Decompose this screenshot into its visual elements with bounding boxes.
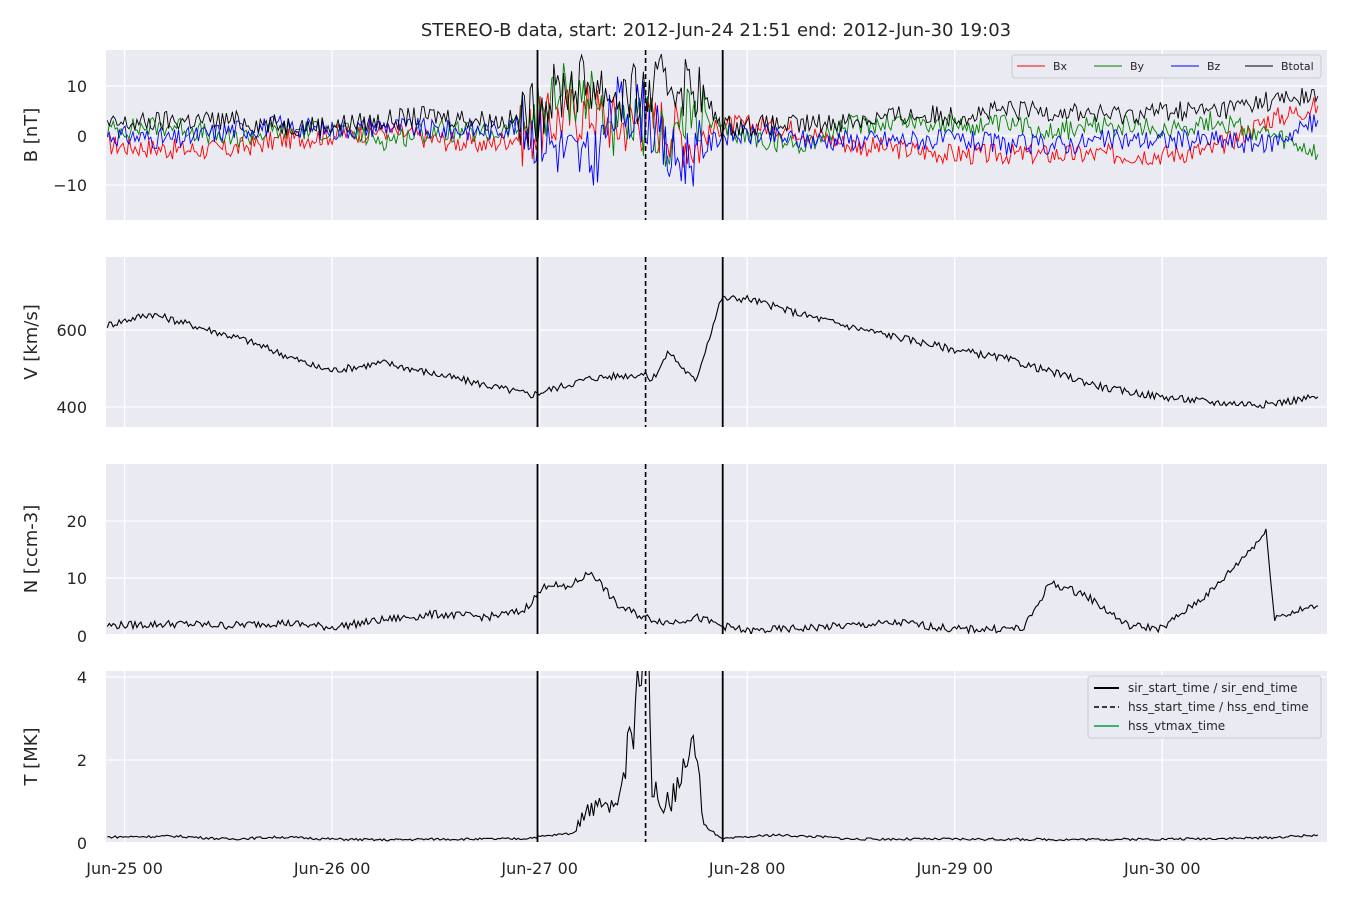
x-tick-label: Jun-26 00: [293, 859, 371, 878]
legend-frame: [1087, 675, 1322, 739]
legend-label: hss_vtmax_time: [1128, 719, 1225, 733]
magnetic-field-panel: 10 0 −10 B [nT] Bx By Bz Btotal: [21, 50, 1327, 220]
series-line-velocity: [106, 294, 1319, 409]
y-tick-label: 10: [67, 569, 87, 588]
x-tick-label: Jun-25 00: [85, 859, 163, 878]
series-group: [106, 53, 1319, 187]
series-line-bz: [106, 76, 1319, 187]
y-tick-label: 20: [67, 512, 87, 531]
y-tick-label: −10: [53, 176, 87, 195]
x-tick-label: Jun-30 00: [1123, 859, 1201, 878]
x-tick-label: Jun-28 00: [708, 859, 786, 878]
series-group: [106, 528, 1319, 634]
y-axis-label: V [km/s]: [21, 304, 42, 379]
series-line-btotal: [106, 53, 1319, 148]
figure-title: STEREO-B data, start: 2012-Jun-24 21:51 …: [421, 20, 1011, 41]
x-tick-label: Jun-27 00: [500, 859, 578, 878]
y-tick-label: 400: [56, 398, 87, 417]
legend-label: Btotal: [1281, 60, 1314, 73]
density-panel: 20 10 0 N [ccm-3]: [21, 464, 1327, 646]
legend-label: Bz: [1207, 60, 1221, 73]
y-axis-label: B [nT]: [21, 108, 42, 163]
series-line-density: [106, 528, 1319, 634]
legend-label: Bx: [1053, 60, 1068, 73]
plot-background: [106, 464, 1327, 634]
series-line-temperature: [107, 671, 1319, 842]
y-axis-label: T [MK]: [21, 727, 42, 786]
velocity-panel: 600 400 V [km/s]: [21, 257, 1327, 427]
legend-label: By: [1130, 60, 1145, 73]
legend-label: sir_start_time / sir_end_time: [1128, 681, 1298, 695]
y-tick-label: 0: [77, 127, 87, 146]
series-line-bx: [107, 84, 1319, 168]
series-group: [106, 294, 1319, 409]
temperature-panel: 4 2 0 T [MK] sir_start_time / sir_end_timehs…: [21, 668, 1327, 853]
series-line-by: [106, 63, 1319, 167]
y-tick-label: 0: [77, 627, 87, 646]
plot-background: [106, 257, 1327, 427]
y-tick-label: 10: [67, 77, 87, 96]
y-tick-label: 4: [77, 668, 87, 687]
x-axis: Jun-25 00 Jun-26 00 Jun-27 00 Jun-28 00 Jun-…: [85, 859, 1200, 878]
y-tick-label: 600: [56, 321, 87, 340]
legend-frame: [1011, 54, 1322, 79]
y-tick-label: 0: [77, 834, 87, 853]
field-legend: Bx By Bz Btotal: [1011, 54, 1322, 79]
x-tick-label: Jun-29 00: [915, 859, 993, 878]
y-tick-label: 2: [77, 751, 87, 770]
marker-legend: sir_start_time / sir_end_time hss_start_t…: [1087, 675, 1322, 739]
series-group: [107, 671, 1319, 842]
y-axis-label: N [ccm-3]: [21, 505, 42, 594]
legend-label: hss_start_time / hss_end_time: [1128, 700, 1309, 714]
